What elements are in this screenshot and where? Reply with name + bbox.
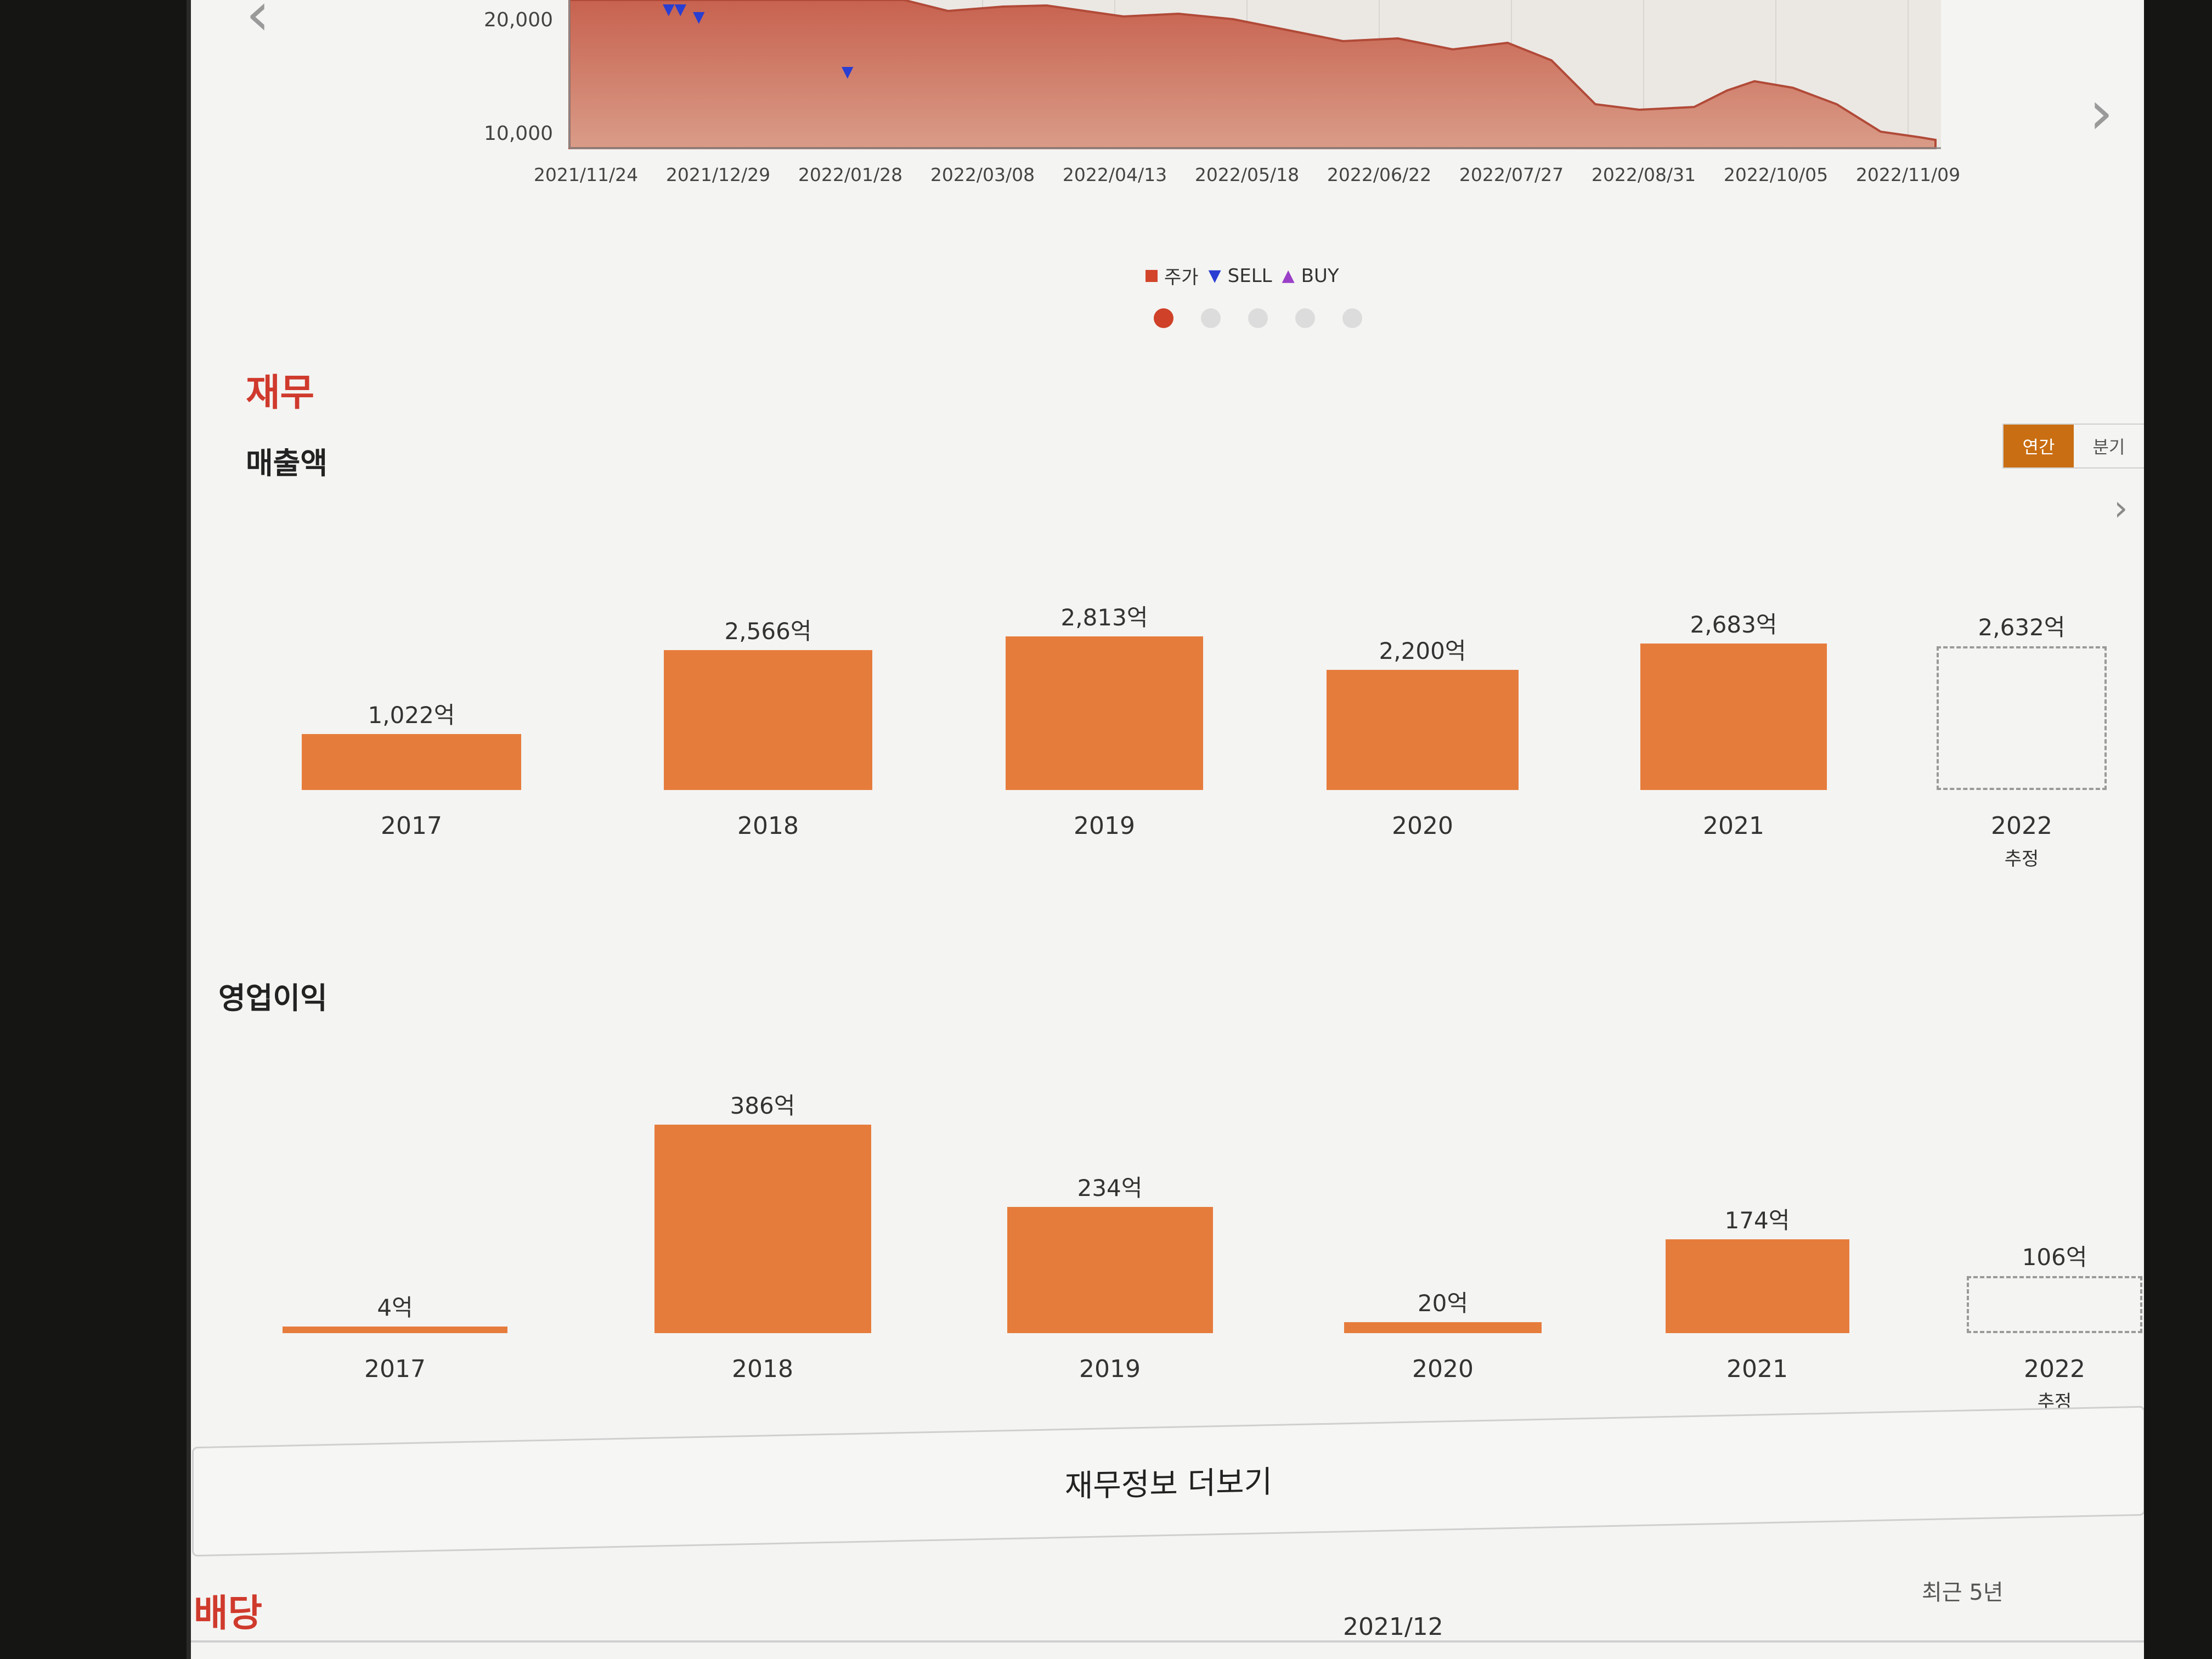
bar-value-label: 2,683억 — [1690, 611, 1778, 638]
pagination-dot[interactable] — [1154, 308, 1173, 328]
x-tick-label: 2022/10/05 — [1724, 164, 1828, 185]
x-tick-label: 2022/05/18 — [1195, 164, 1299, 185]
bar-2018 — [664, 650, 872, 790]
pagination-dot[interactable] — [1248, 308, 1268, 328]
sell-marker: ▼ — [693, 8, 705, 26]
bar-2020 — [1327, 670, 1519, 790]
bar-value-label: 2,200억 — [1379, 637, 1466, 665]
dividend-period[interactable]: 최근 5년 — [1922, 1580, 2004, 1605]
legend-price: 주가 — [1146, 262, 1199, 289]
bar-year-label: 2020 — [1392, 812, 1453, 840]
bar-value-label: 234억 — [1077, 1174, 1143, 1201]
revenue-title: 매출액 — [246, 446, 328, 481]
bar-2021 — [1665, 1239, 1849, 1333]
buy-triangle-icon: ▲ — [1282, 266, 1295, 285]
bar-2022 — [1967, 1276, 2142, 1333]
x-tick-label: 2022/06/22 — [1327, 164, 1431, 185]
x-tick-label: 2022/11/09 — [1856, 164, 1960, 185]
sell-markers: ▼▼ ▼ ▼ — [663, 0, 854, 81]
price-area — [568, 0, 1937, 149]
bar-year-label: 2019 — [1074, 812, 1135, 840]
x-tick-label: 2022/03/08 — [930, 164, 1035, 185]
legend-sell: ▼ SELL — [1209, 265, 1272, 287]
bar-year-label: 2022 — [2024, 1355, 2085, 1383]
legend-sell-label: SELL — [1227, 264, 1272, 287]
sell-triangle-icon: ▼ — [1208, 266, 1221, 285]
chart-legend: 주가 ▼ SELL ▲ BUY — [1146, 262, 1339, 289]
legend-buy-label: BUY — [1301, 264, 1339, 287]
y-tick-10000: 10,000 — [484, 122, 553, 145]
finance-section-title: 재무 — [246, 371, 315, 415]
toggle-quarter[interactable]: 분기 — [2074, 425, 2144, 467]
x-ticks: 2021/11/24 2021/12/29 2022/01/28 2022/03/08… — [534, 164, 1960, 185]
bar-year-label: 2017 — [364, 1355, 426, 1383]
sell-marker: ▼▼ — [663, 0, 687, 18]
finance-more-label: 재무정보 더보기 — [1064, 1464, 1273, 1504]
bar-value-label: 2,566억 — [724, 617, 812, 645]
x-tick-label: 2021/11/24 — [534, 164, 638, 185]
sell-marker: ▼ — [842, 63, 854, 81]
bar-year-label: 2019 — [1079, 1355, 1141, 1383]
bar-2017 — [283, 1327, 507, 1333]
prev-arrow-icon[interactable]: ‹ — [246, 0, 270, 49]
dividend-column-header: 2021/12 — [1343, 1613, 1443, 1641]
legend-buy: ▲ BUY — [1282, 265, 1339, 287]
pagination-dot[interactable] — [1295, 308, 1315, 328]
bar-year-label: 2020 — [1412, 1355, 1474, 1383]
bar-value-label: 2,813억 — [1060, 604, 1148, 631]
divider — [191, 1640, 2144, 1643]
period-toggle: 연간 분기 — [2002, 424, 2144, 469]
app-screen: ‹ › 20,000 10,000 2021/11/24 2021/12/29 20… — [187, 0, 2144, 1659]
price-square-icon — [1146, 269, 1158, 282]
pagination-dot[interactable] — [1342, 308, 1362, 328]
x-tick-label: 2022/08/31 — [1592, 164, 1696, 185]
x-tick-label: 2022/04/13 — [1063, 164, 1167, 185]
bar-year-label: 2018 — [737, 812, 799, 840]
finance-more-button[interactable]: 재무정보 더보기 — [192, 1406, 2144, 1557]
bar-2017 — [302, 734, 521, 790]
bar-year-label: 2017 — [381, 812, 442, 840]
bar-2018 — [654, 1125, 871, 1333]
bar-value-label: 1,022억 — [368, 702, 455, 729]
dividend-title: 배당 — [194, 1592, 263, 1635]
revenue-more-arrow-icon[interactable]: › — [2114, 488, 2128, 529]
bar-value-label: 2,632억 — [1978, 614, 2066, 641]
bar-2021 — [1640, 643, 1827, 790]
bar-2022 — [1937, 646, 2107, 790]
bar-value-label: 106억 — [2022, 1243, 2087, 1271]
legend-price-label: 주가 — [1164, 267, 1199, 289]
bar-year-label: 2022 — [1991, 812, 2052, 840]
bar-value-label: 20억 — [1417, 1290, 1469, 1317]
bar-2019 — [1007, 1206, 1213, 1333]
estimate-label: 추정 — [2004, 848, 2039, 870]
price-chart: 20,000 10,000 2021/11/24 2021/12/29 2022/0… — [484, 0, 1960, 185]
x-tick-label: 2022/07/27 — [1459, 164, 1564, 185]
operating-income-title: 영업이익 — [218, 981, 328, 1015]
bar-2019 — [1006, 636, 1203, 790]
bar-value-label: 174억 — [1724, 1206, 1790, 1234]
x-tick-label: 2022/01/28 — [798, 164, 902, 185]
x-tick-label: 2021/12/29 — [666, 164, 770, 185]
toggle-annual[interactable]: 연간 — [2004, 425, 2074, 467]
next-arrow-icon[interactable]: › — [2089, 77, 2113, 148]
bar-year-label: 2018 — [732, 1355, 793, 1383]
bar-2020 — [1344, 1322, 1542, 1333]
bar-value-label: 386억 — [730, 1092, 795, 1119]
bar-year-label: 2021 — [1703, 812, 1764, 840]
pagination-dot[interactable] — [1201, 308, 1221, 328]
y-tick-20000: 20,000 — [484, 9, 553, 31]
bar-value-label: 4억 — [377, 1294, 413, 1321]
bar-year-label: 2021 — [1726, 1355, 1788, 1383]
